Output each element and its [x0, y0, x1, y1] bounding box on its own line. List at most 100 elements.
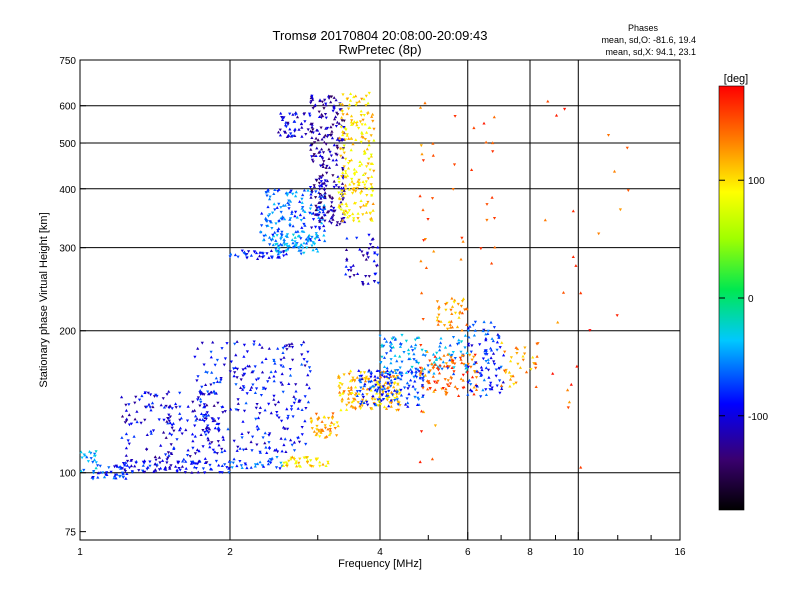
trace-point [295, 464, 299, 468]
trace-point [193, 424, 197, 428]
trace-point [362, 384, 366, 388]
trace-point [486, 329, 490, 333]
trace-point [318, 218, 322, 221]
trace-point [168, 415, 172, 419]
trace-point [289, 132, 293, 136]
trace-point [120, 395, 124, 399]
trace-point [260, 211, 264, 215]
trace-point [293, 127, 297, 131]
trace-point [341, 167, 345, 170]
trace-point [217, 429, 221, 433]
trace-point [354, 138, 358, 141]
trace-point [474, 385, 478, 388]
trace-point [389, 378, 393, 382]
trace-point [309, 143, 313, 147]
trace-point [341, 133, 345, 137]
trace-point [267, 347, 271, 350]
trace-point [335, 138, 339, 141]
trace-point [251, 383, 255, 387]
trace-point [275, 234, 279, 237]
trace-point [229, 360, 233, 364]
trace-point [426, 218, 430, 221]
trace-point [347, 390, 351, 393]
trace-point [318, 227, 322, 231]
trace-point [269, 220, 273, 224]
trace-point [357, 182, 361, 186]
y-tick-label: 600 [59, 102, 76, 113]
trace-point [302, 188, 306, 192]
trace-point [327, 157, 331, 160]
trace-point [323, 194, 327, 198]
trace-point [339, 408, 343, 412]
trace-point [336, 375, 341, 379]
trace-point [373, 397, 377, 401]
trace-point [453, 311, 458, 315]
trace-point [574, 264, 578, 267]
trace-point [236, 255, 240, 259]
trace-point [449, 375, 453, 379]
trace-point [367, 157, 371, 161]
trace-point [240, 436, 244, 440]
trace-point [361, 396, 365, 399]
trace-point [286, 121, 290, 125]
trace-point [554, 113, 559, 117]
trace-point [92, 453, 96, 457]
trace-point [327, 166, 332, 169]
trace-point [177, 467, 181, 470]
trace-point [330, 417, 334, 420]
trace-point [272, 359, 276, 362]
trace-point [431, 375, 435, 378]
trace-point [355, 390, 359, 393]
trace-point [98, 471, 102, 474]
trace-point [232, 457, 236, 461]
trace-point [281, 351, 285, 354]
trace-point [370, 175, 374, 178]
trace-point [101, 471, 105, 475]
trace-point [281, 425, 286, 429]
trace-point [388, 371, 392, 374]
trace-point [341, 102, 345, 106]
trace-point [134, 395, 138, 399]
trace-point [163, 467, 167, 471]
trace-point [149, 393, 153, 397]
trace-point [194, 461, 198, 465]
trace-point [389, 348, 393, 352]
trace-point [256, 462, 260, 466]
trace-point [223, 449, 227, 452]
trace-point [482, 378, 486, 382]
trace-point [347, 187, 352, 191]
trace-point [420, 291, 424, 295]
trace-point [201, 429, 205, 432]
trace-point [346, 162, 351, 165]
trace-point [351, 405, 355, 409]
trace-point [376, 281, 380, 285]
trace-point [349, 158, 353, 162]
trace-point [212, 382, 216, 385]
y-tick-label: 75 [65, 528, 77, 539]
trace-point [473, 320, 477, 324]
trace-point [418, 374, 422, 378]
trace-point [221, 405, 225, 408]
trace-point [472, 385, 476, 389]
trace-point [315, 146, 319, 150]
trace-point [321, 429, 325, 432]
trace-point [292, 449, 297, 452]
trace-point [511, 374, 515, 378]
trace-point [271, 211, 275, 215]
trace-point [191, 400, 195, 404]
trace-point [276, 450, 280, 454]
trace-point [492, 326, 496, 329]
trace-point [189, 461, 193, 465]
trace-point [235, 340, 239, 343]
trace-point [518, 366, 522, 369]
trace-point [206, 390, 210, 394]
trace-point [133, 417, 137, 421]
trace-point [322, 233, 326, 237]
trace-point [372, 127, 376, 131]
trace-point [247, 364, 252, 368]
trace-point [516, 362, 520, 366]
trace-point [385, 386, 389, 390]
trace-point [452, 366, 456, 370]
trace-point [495, 340, 499, 344]
